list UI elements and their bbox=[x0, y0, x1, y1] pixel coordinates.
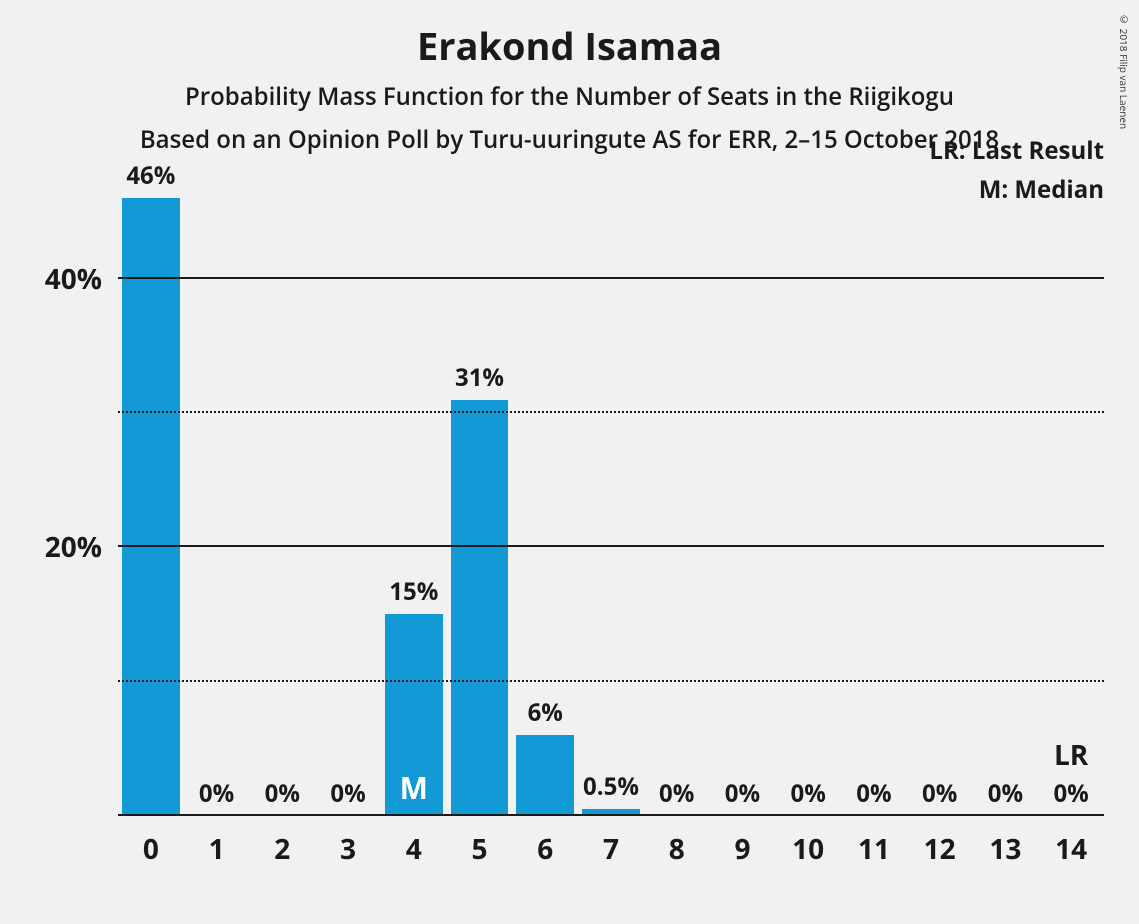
bar-slot: 0%9 bbox=[710, 198, 776, 816]
gridline-minor bbox=[118, 411, 1104, 413]
bar-value-label: 0% bbox=[199, 777, 234, 816]
bar: 15%M bbox=[385, 614, 443, 816]
chart-container: Erakond Isamaa Probability Mass Function… bbox=[0, 0, 1139, 924]
bar-slot: 15%M4 bbox=[381, 198, 447, 816]
bar-value-label: 0% bbox=[725, 777, 760, 816]
last-result-marker: LR bbox=[1054, 736, 1088, 774]
x-tick-label: 8 bbox=[669, 816, 685, 868]
bar-value-label: 6% bbox=[528, 696, 563, 735]
bar-value-label: 0% bbox=[988, 777, 1023, 816]
bar-value-label: 15% bbox=[389, 575, 438, 614]
bar-value-label: 46% bbox=[126, 159, 175, 198]
y-tick-label: 40% bbox=[45, 260, 118, 298]
bar-slot: 0%3 bbox=[315, 198, 381, 816]
x-tick-label: 4 bbox=[406, 816, 422, 868]
x-tick-label: 11 bbox=[858, 816, 890, 868]
gridline-minor bbox=[118, 680, 1104, 682]
bar: 31% bbox=[451, 400, 509, 816]
bar-slot: 46%0 bbox=[118, 198, 184, 816]
x-tick-label: 3 bbox=[340, 816, 356, 868]
bar-slot: 0%2 bbox=[249, 198, 315, 816]
bar-value-label: 0.5% bbox=[583, 770, 639, 809]
bar-value-label: 0% bbox=[659, 777, 694, 816]
gridline-major: 40% bbox=[118, 277, 1104, 279]
bar-value-label: 0% bbox=[1053, 777, 1088, 816]
x-tick-label: 13 bbox=[989, 816, 1021, 868]
legend-lr: LR: Last Result bbox=[929, 134, 1104, 167]
y-tick-label: 20% bbox=[45, 528, 118, 566]
bar-slot: 0%10 bbox=[775, 198, 841, 816]
bar-slot: 0%13 bbox=[973, 198, 1039, 816]
x-tick-label: 9 bbox=[734, 816, 750, 868]
bar-value-label: 0% bbox=[922, 777, 957, 816]
bar-slot: 0.5%7 bbox=[578, 198, 644, 816]
x-tick-label: 10 bbox=[792, 816, 824, 868]
x-tick-label: 12 bbox=[924, 816, 956, 868]
chart-title: Erakond Isamaa bbox=[30, 20, 1109, 72]
bar-slot: 0%1 bbox=[184, 198, 250, 816]
copyright-label: © 2018 Filip van Laenen bbox=[1117, 12, 1131, 129]
x-tick-label: 14 bbox=[1055, 816, 1087, 868]
x-tick-label: 1 bbox=[209, 816, 225, 868]
bar: 46% bbox=[122, 198, 180, 816]
legend: LR: Last Result M: Median bbox=[929, 134, 1104, 206]
bar-value-label: 0% bbox=[265, 777, 300, 816]
bar-value-label: 0% bbox=[330, 777, 365, 816]
x-tick-label: 7 bbox=[603, 816, 619, 868]
bar-slot: 0%LR14 bbox=[1038, 198, 1104, 816]
bars-container: 46%00%10%20%315%M431%56%60.5%70%80%90%10… bbox=[118, 198, 1104, 816]
bar-slot: 0%11 bbox=[841, 198, 907, 816]
chart-subtitle-1: Probability Mass Function for the Number… bbox=[30, 80, 1109, 113]
x-tick-label: 2 bbox=[274, 816, 290, 868]
bar-slot: 6%6 bbox=[512, 198, 578, 816]
gridline-major: 20% bbox=[118, 545, 1104, 547]
bar-value-label: 0% bbox=[856, 777, 891, 816]
bar: 6% bbox=[516, 735, 574, 816]
x-tick-label: 6 bbox=[537, 816, 553, 868]
x-tick-label: 5 bbox=[472, 816, 488, 868]
bar-slot: 0%12 bbox=[907, 198, 973, 816]
plot-area: 46%00%10%20%315%M431%56%60.5%70%80%90%10… bbox=[118, 198, 1104, 816]
bar-value-label: 31% bbox=[455, 361, 504, 400]
x-tick-label: 0 bbox=[143, 816, 159, 868]
median-marker: M bbox=[400, 767, 428, 808]
bar-slot: 0%8 bbox=[644, 198, 710, 816]
bar-slot: 31%5 bbox=[447, 198, 513, 816]
baseline bbox=[118, 814, 1104, 816]
bar-value-label: 0% bbox=[791, 777, 826, 816]
